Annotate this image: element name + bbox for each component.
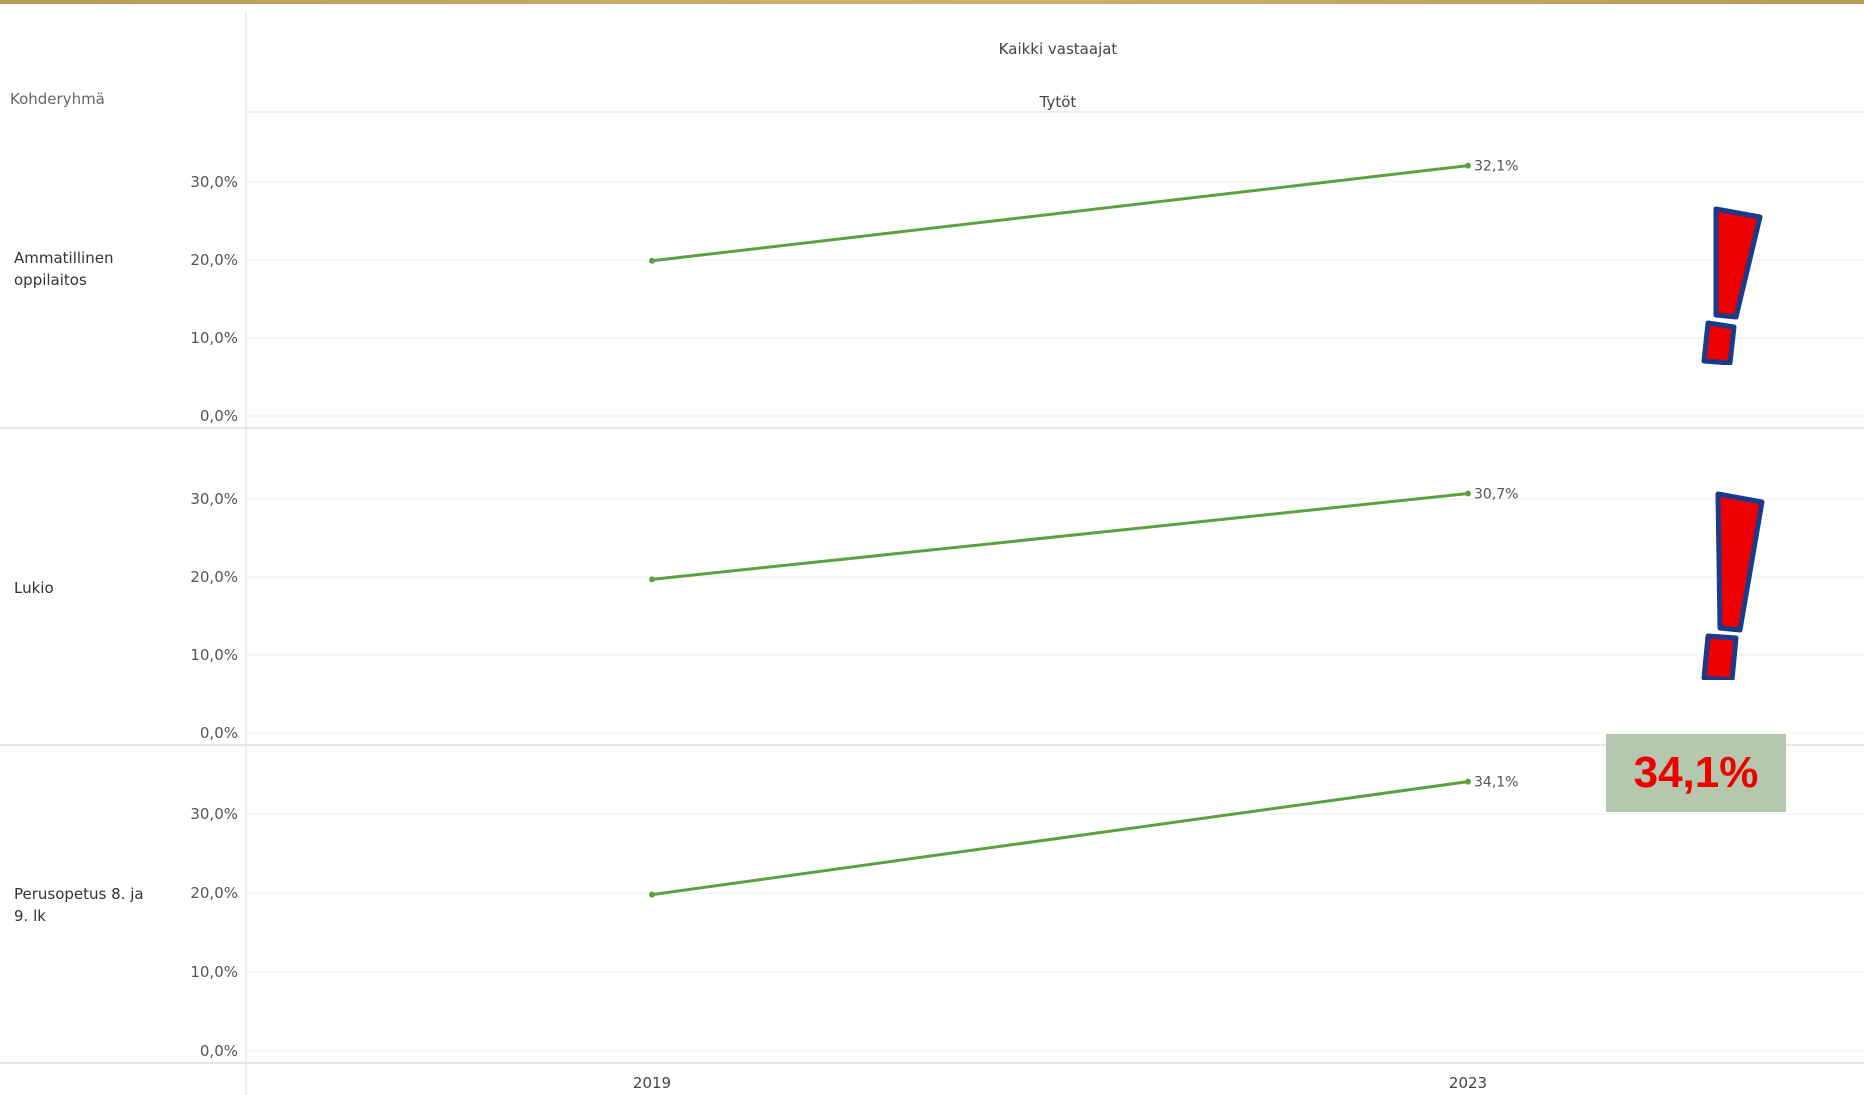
exclamation-mark-icon xyxy=(1701,491,1765,680)
y-tick-label: 30,0% xyxy=(190,490,238,508)
y-tick-label: 0,0% xyxy=(200,724,238,742)
y-tick-label: 10,0% xyxy=(190,329,238,347)
data-point xyxy=(649,891,655,898)
series-line xyxy=(651,780,1469,897)
highlight-callout: 34,1% xyxy=(1606,734,1786,812)
chart-frame xyxy=(245,12,1864,1095)
data-point xyxy=(649,576,655,583)
panel-2: 0,0% 10,0% 20,0% 30,0% 34,1% xyxy=(0,775,1864,1064)
y-tick-label: 10,0% xyxy=(190,963,238,981)
y-tick-label: 20,0% xyxy=(190,251,238,269)
x-axis: 2019 2023 xyxy=(633,1074,1487,1092)
chart-panels: 0,0% 10,0% 20,0% 30,0% 32,1% 0,0% 10,0% 20,0% 30… xyxy=(0,159,1864,1064)
y-tick-label: 30,0% xyxy=(190,173,238,191)
row-label-ammatillinen: Ammatillinen oppilaitos xyxy=(14,249,114,289)
x-tick-label: 2023 xyxy=(1449,1074,1487,1092)
exclamation-mark-icon xyxy=(1701,206,1763,365)
data-point xyxy=(1465,162,1471,169)
series-line xyxy=(651,164,1469,263)
data-label: 32,1% xyxy=(1474,159,1518,175)
data-point xyxy=(1465,778,1471,785)
data-point xyxy=(1465,490,1471,497)
series-line xyxy=(651,492,1469,581)
y-tick-label: 10,0% xyxy=(190,646,238,664)
data-label: 30,7% xyxy=(1474,487,1518,503)
y-tick-label: 0,0% xyxy=(200,1042,238,1060)
top-decorative-border xyxy=(0,0,1864,4)
row-label-perusopetus: Perusopetus 8. ja 9. lk xyxy=(14,885,144,925)
y-tick-label: 20,0% xyxy=(190,884,238,902)
y-tick-label: 20,0% xyxy=(190,568,238,586)
panel-1: 0,0% 10,0% 20,0% 30,0% 30,7% xyxy=(0,487,1864,746)
row-label-lukio: Lukio xyxy=(14,579,54,597)
row-group-header: Kohderyhmä xyxy=(10,90,105,108)
y-tick-label: 30,0% xyxy=(190,805,238,823)
data-point xyxy=(649,257,655,264)
y-tick-label: 0,0% xyxy=(200,407,238,425)
x-tick-label: 2019 xyxy=(633,1074,671,1092)
header-title: Kaikki vastaajat xyxy=(998,40,1118,58)
panel-0: 0,0% 10,0% 20,0% 30,0% 32,1% xyxy=(0,159,1864,429)
header-subtitle: Tytöt xyxy=(1039,93,1077,111)
data-label: 34,1% xyxy=(1474,775,1518,791)
